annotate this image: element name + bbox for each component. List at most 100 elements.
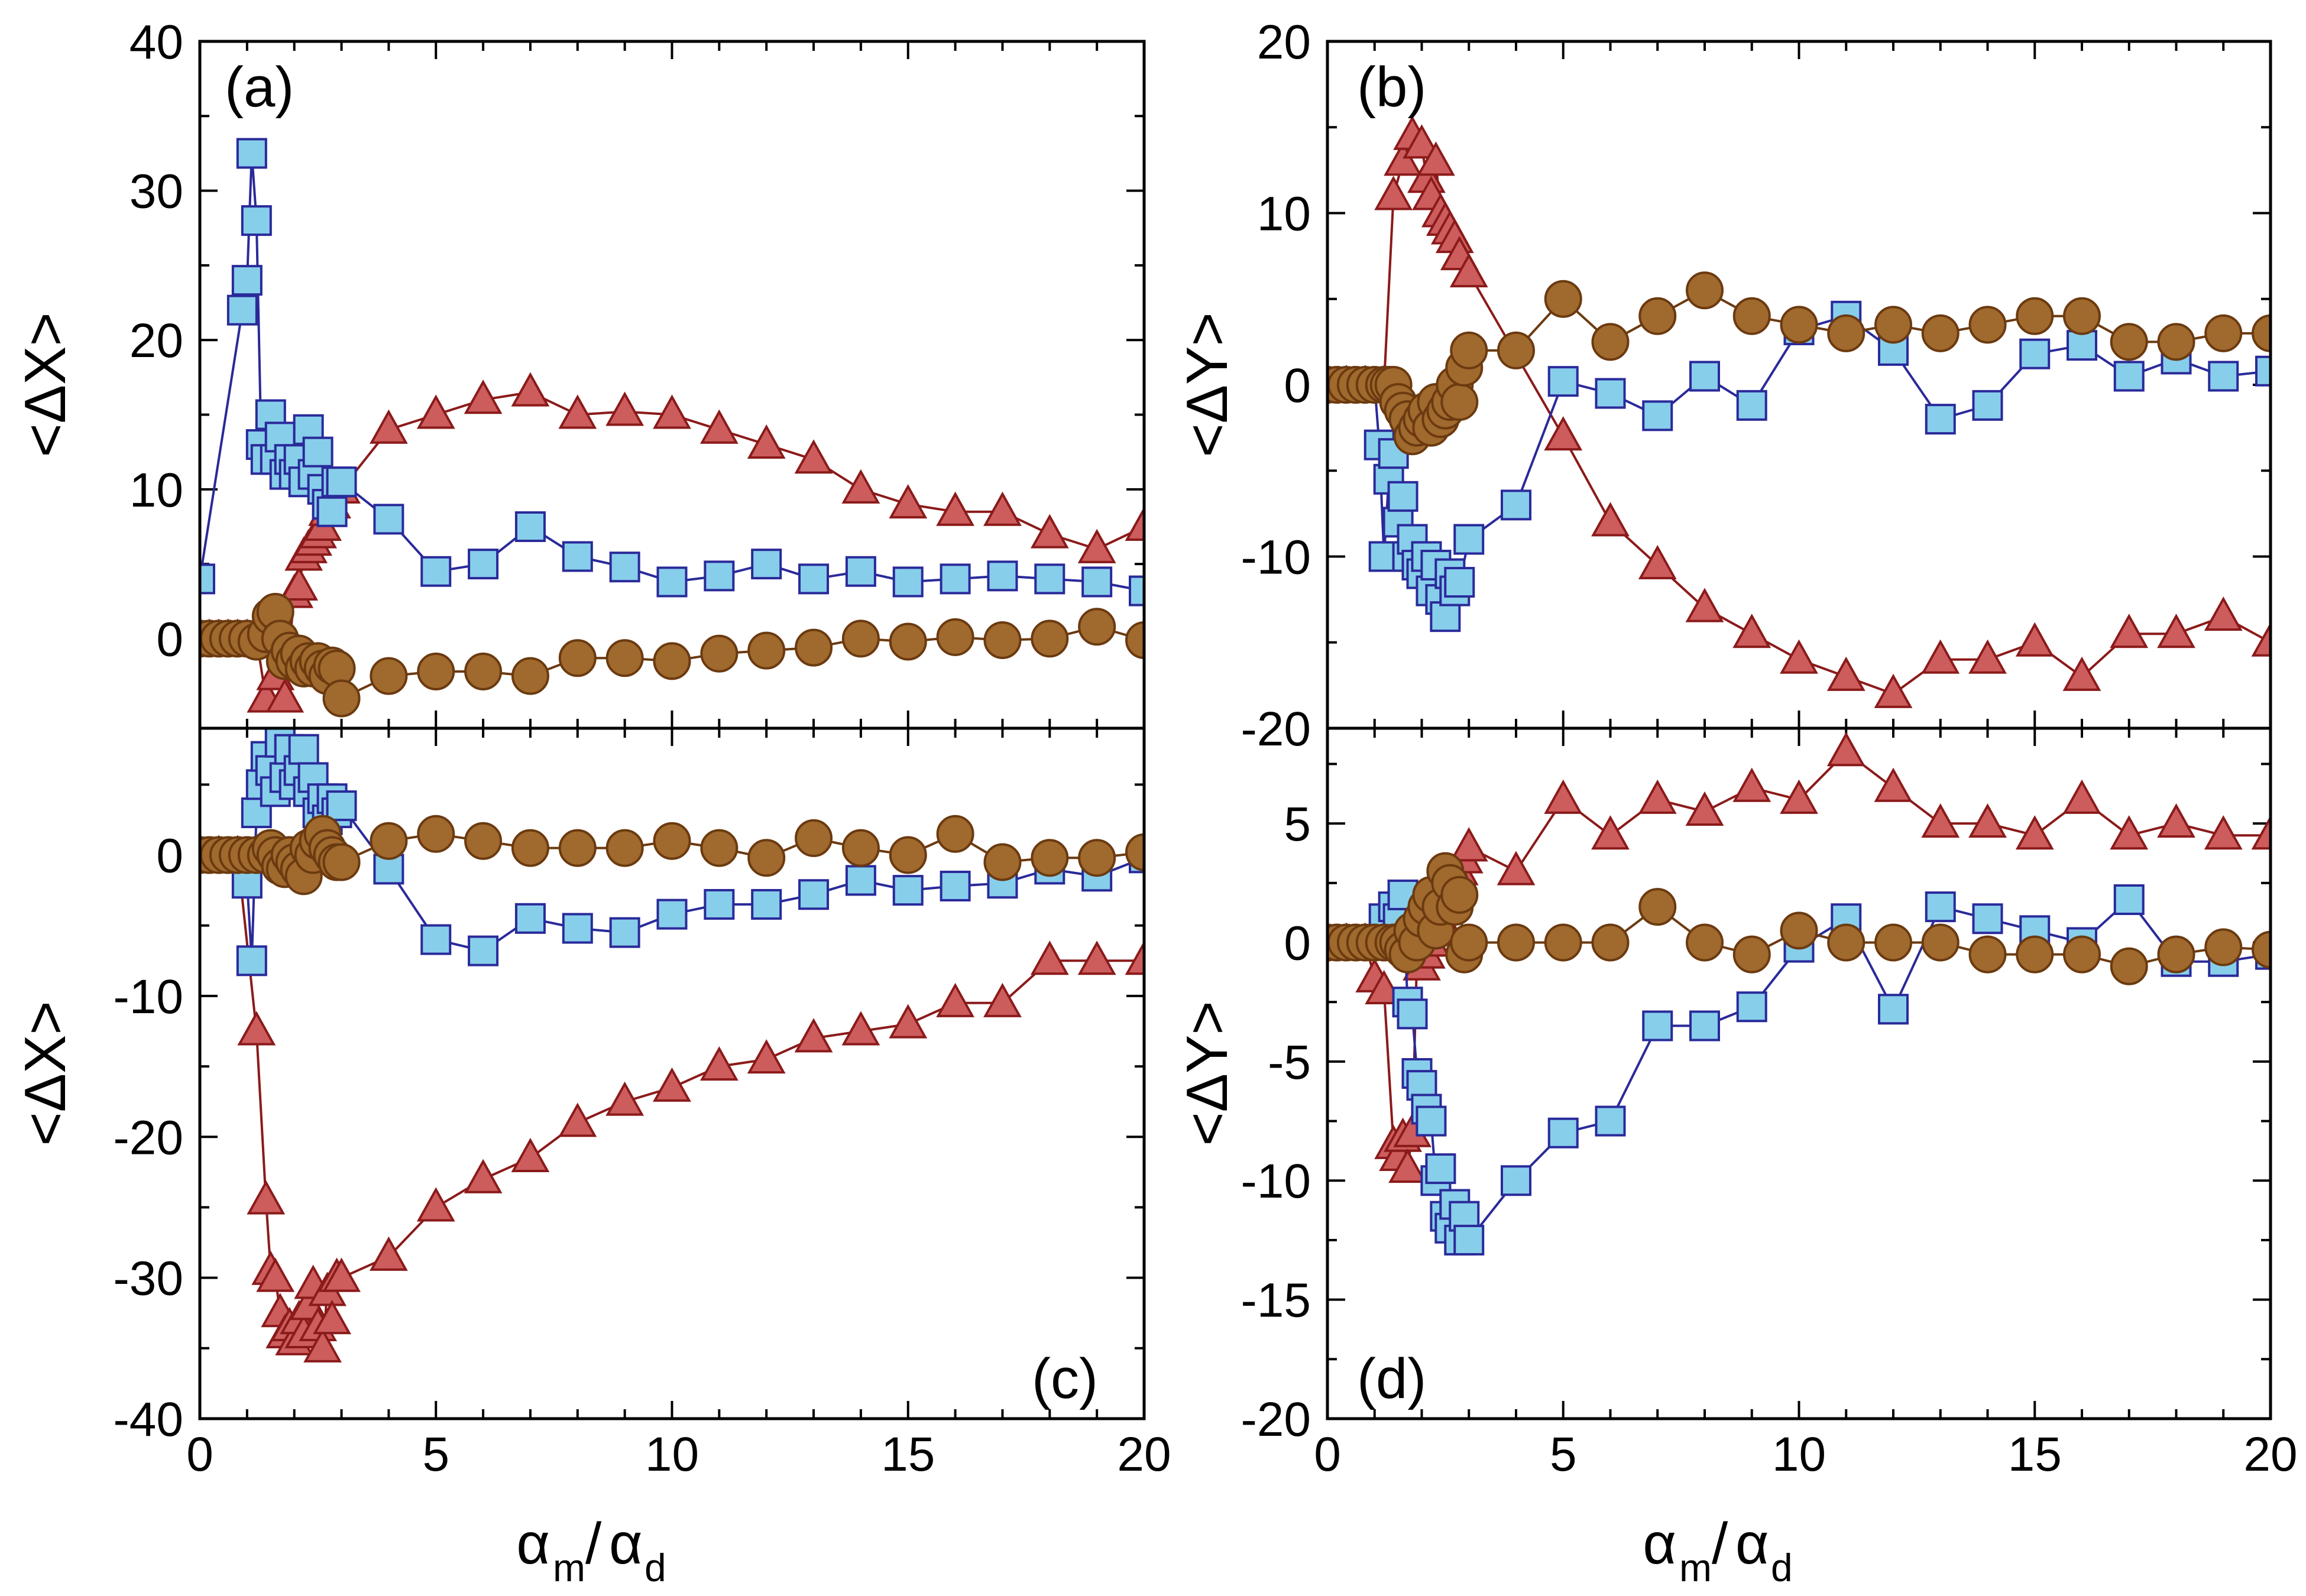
data-point-circle <box>2157 323 2195 361</box>
data-point-circle <box>1686 923 1724 962</box>
data-point-triangle <box>1449 253 1488 288</box>
data-area <box>1327 732 2271 1256</box>
data-point-triangle <box>1449 827 1488 862</box>
data-point-triangle <box>2204 596 2243 631</box>
data-point-square <box>656 898 688 930</box>
x-axis-alpha: α <box>1643 1511 1676 1576</box>
data-point-square <box>1397 998 1428 1030</box>
data-point-circle <box>983 621 1022 659</box>
data-point-square <box>241 797 272 829</box>
panel-label: (a) <box>225 56 294 119</box>
data-point-circle <box>841 829 880 867</box>
series-circles <box>200 815 1144 896</box>
data-point-triangle <box>303 1328 342 1363</box>
data-point-circle <box>2016 297 2054 335</box>
data-point-triangle <box>1638 544 1677 580</box>
data-point-square <box>1425 1153 1456 1185</box>
data-area <box>200 138 1144 718</box>
data-point-square <box>987 560 1018 592</box>
data-point-circle <box>417 653 455 691</box>
y-axis-title: <ΔX> <box>12 1001 77 1146</box>
data-point-circle <box>1638 297 1677 335</box>
data-point-circle <box>936 618 974 656</box>
data-point-square <box>468 549 499 580</box>
data-point-triangle <box>2157 614 2195 648</box>
data-point-square <box>940 870 971 901</box>
data-point-triangle <box>1968 803 2007 838</box>
y-axis-title: <ΔY> <box>1174 312 1239 457</box>
data-point-triangle <box>1417 141 1455 176</box>
x-tick-label: 5 <box>422 1428 449 1481</box>
data-point-circle <box>795 628 833 667</box>
data-point-circle <box>464 653 503 691</box>
data-point-triangle <box>699 409 739 444</box>
series-circles <box>1327 852 2271 985</box>
x-tick-label: 10 <box>645 1428 699 1481</box>
data-point-triangle <box>1030 514 1069 549</box>
data-point-circle <box>2157 935 2195 974</box>
data-point-square <box>1081 566 1113 598</box>
data-point-circle <box>1497 331 1535 369</box>
data-point-triangle <box>1780 779 1818 814</box>
data-point-circle <box>1968 935 2007 974</box>
data-point-triangle <box>1125 940 1144 975</box>
data-point-circle <box>2016 935 2054 974</box>
y-tick-label: -15 <box>1241 1274 1311 1328</box>
data-point-circle <box>1591 323 1630 361</box>
data-point-triangle <box>1732 767 1771 802</box>
data-point-square <box>1642 400 1673 432</box>
data-point-square <box>798 879 830 910</box>
data-point-circle <box>605 829 644 867</box>
x-tick-label: 20 <box>1117 1428 1171 1481</box>
x-tick-label: 15 <box>881 1428 935 1481</box>
data-point-square <box>1689 361 1720 392</box>
y-tick-label: 20 <box>1257 15 1311 69</box>
data-point-square <box>1034 563 1065 595</box>
data-point-square <box>1453 1224 1485 1256</box>
data-point-square <box>468 935 499 966</box>
data-point-triangle <box>464 1159 503 1193</box>
y-tick-label: 30 <box>129 165 183 219</box>
data-point-circle <box>795 819 833 857</box>
y-tick-label: 0 <box>156 829 183 883</box>
data-point-circle <box>1031 619 1069 658</box>
data-point-circle <box>1031 839 1069 877</box>
y-tick-label: -10 <box>1241 531 1311 585</box>
data-point-square <box>1547 366 1579 397</box>
panel-a: 0 10 20 30 40 <ΔX> (a) <box>12 15 1146 730</box>
data-point-square <box>562 913 593 944</box>
data-area <box>200 728 1144 1363</box>
plot-frame <box>198 726 1146 1420</box>
y-tick-label: -10 <box>1241 1154 1311 1208</box>
data-point-triangle <box>936 491 975 526</box>
data-point-circle <box>1440 875 1479 914</box>
data-point-triangle <box>983 491 1022 526</box>
y-ticks: -20 -15 -10 -5 0 5 <box>1241 763 2271 1446</box>
data-point-circle <box>2063 935 2101 974</box>
data-point-square <box>2067 330 2097 361</box>
data-point-square <box>1547 1117 1579 1149</box>
x-ticks <box>199 41 1145 728</box>
x-axis-alpha: α <box>516 1511 550 1576</box>
y-tick-label: -30 <box>113 1252 183 1306</box>
data-point-circle <box>700 829 739 867</box>
x-ticks: 0 5 10 15 20 <box>1314 728 2298 1481</box>
panel-label: (c) <box>1032 1347 1098 1410</box>
data-point-circle <box>2204 928 2243 966</box>
data-point-triangle <box>247 1180 286 1215</box>
data-point-square <box>226 294 258 326</box>
data-point-square <box>1595 1105 1626 1137</box>
data-point-square <box>1972 390 2003 421</box>
data-point-circle <box>2204 314 2243 352</box>
data-point-triangle <box>1780 639 1818 674</box>
data-point-square <box>1453 524 1485 555</box>
data-point-triangle <box>464 379 503 414</box>
data-point-circle <box>1544 280 1582 318</box>
data-point-square <box>1972 903 2003 935</box>
data-point-triangle <box>699 1046 739 1081</box>
data-point-square <box>751 888 782 920</box>
data-point-square <box>236 945 267 977</box>
data-point-circle <box>558 639 597 677</box>
data-point-circle <box>1686 271 1724 310</box>
